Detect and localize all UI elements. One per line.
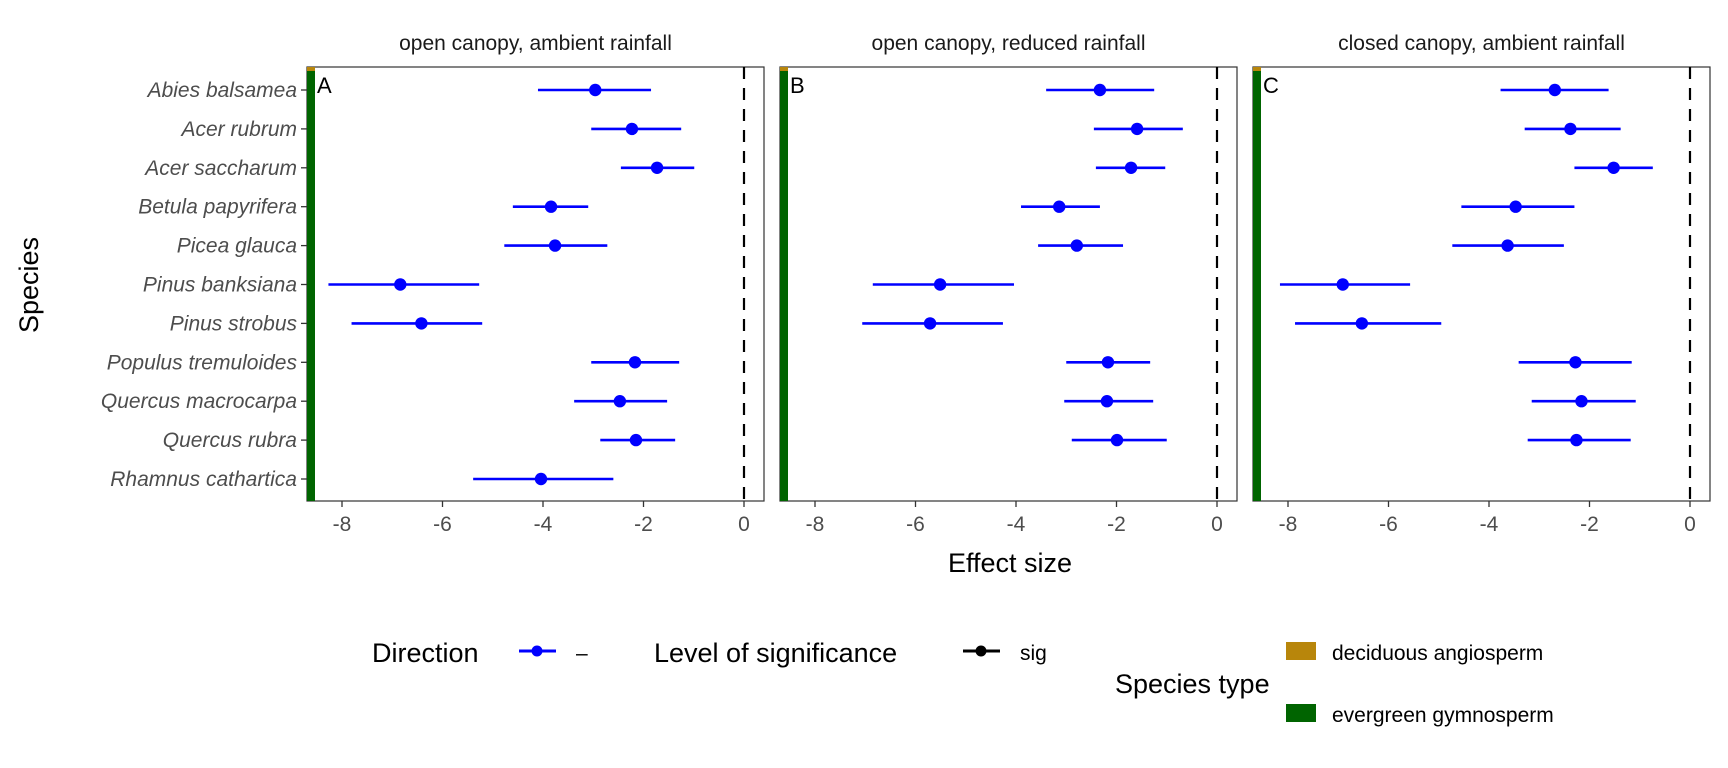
species-type-strip-evergreen bbox=[1253, 67, 1261, 501]
estimate-point bbox=[1053, 200, 1066, 213]
panel-tag-label: A bbox=[317, 73, 332, 98]
estimate-point bbox=[1501, 239, 1514, 252]
legend-swatch-deciduous bbox=[1286, 642, 1316, 660]
y-tick-label: Acer rubrum bbox=[179, 118, 297, 141]
y-axis-title: Species bbox=[14, 237, 44, 333]
legend-significance-label: sig bbox=[1020, 642, 1047, 665]
estimate-point bbox=[1355, 317, 1369, 330]
x-tick-label: -4 bbox=[1480, 513, 1499, 536]
panel-strip-title: open canopy, reduced rainfall bbox=[872, 32, 1146, 55]
x-tick-label: -6 bbox=[1379, 513, 1398, 536]
species-type-strip-deciduous bbox=[1253, 67, 1261, 71]
x-tick-label: -4 bbox=[1007, 513, 1026, 536]
estimate-point bbox=[1336, 278, 1349, 291]
x-tick-label: -6 bbox=[906, 513, 925, 536]
legend-significance-title: Level of significance bbox=[654, 638, 897, 668]
x-tick-label: -8 bbox=[333, 513, 352, 536]
y-tick-label: Abies balsamea bbox=[146, 79, 297, 102]
y-tick-label: Pinus strobus bbox=[170, 312, 298, 335]
estimate-point bbox=[415, 317, 428, 330]
panel-strip-title: closed canopy, ambient rainfall bbox=[1338, 32, 1625, 55]
species-type-strip-evergreen bbox=[307, 67, 315, 501]
panel-tag-label: B bbox=[790, 73, 805, 98]
estimate-point bbox=[625, 122, 639, 136]
y-tick-label: Populus tremuloides bbox=[107, 351, 298, 374]
x-tick-label: -4 bbox=[534, 513, 553, 536]
estimate-point bbox=[1548, 83, 1562, 97]
estimate-point bbox=[613, 395, 627, 408]
species-type-strip-deciduous bbox=[307, 67, 315, 71]
legend-swatch-evergreen bbox=[1286, 704, 1316, 722]
legend-species-type-title: Species type bbox=[1115, 669, 1270, 699]
estimate-point bbox=[1575, 395, 1588, 408]
estimate-point bbox=[394, 278, 407, 291]
estimate-point bbox=[1101, 356, 1115, 369]
legend-direction: Direction – bbox=[372, 638, 588, 668]
estimate-point bbox=[1569, 356, 1582, 369]
panel-strip-title: open canopy, ambient rainfall bbox=[399, 32, 672, 55]
x-tick-label: 0 bbox=[738, 513, 750, 536]
x-tick-label: -2 bbox=[1580, 513, 1599, 536]
panel-b: open canopy, reduced rainfall B -8 -6 -4 -2 0 bbox=[779, 32, 1238, 536]
x-tick-label: -6 bbox=[433, 513, 452, 536]
estimate-point bbox=[589, 83, 602, 97]
y-tick-label: Quercus macrocarpa bbox=[101, 390, 297, 413]
estimate-point bbox=[1570, 433, 1583, 447]
species-type-strip-evergreen bbox=[780, 67, 788, 501]
legend-label-deciduous: deciduous angiosperm bbox=[1332, 642, 1543, 665]
estimate-point bbox=[923, 317, 937, 330]
estimate-point bbox=[544, 200, 558, 213]
estimate-point bbox=[1070, 239, 1084, 252]
x-tick-label: -2 bbox=[634, 513, 653, 536]
estimate-point bbox=[628, 356, 642, 369]
estimate-point bbox=[534, 472, 548, 486]
y-tick-label: Picea glauca bbox=[177, 235, 297, 258]
estimate-point bbox=[1093, 83, 1107, 97]
x-tick-label: -2 bbox=[1107, 513, 1126, 536]
panel-a: open canopy, ambient rainfall A -8 -6 -4 -2 0 A… bbox=[101, 32, 765, 536]
estimate-point bbox=[650, 161, 664, 174]
y-tick-label: Pinus banksiana bbox=[143, 274, 297, 297]
estimate-point bbox=[933, 278, 947, 291]
estimate-point bbox=[1130, 122, 1144, 136]
x-tick-label: -8 bbox=[1279, 513, 1298, 536]
panel-c: closed canopy, ambient rainfall C -8 -6 -4 -2… bbox=[1252, 32, 1711, 536]
legend-significance-key-point bbox=[975, 645, 987, 657]
estimate-point bbox=[1100, 395, 1114, 408]
legend-direction-label: – bbox=[576, 642, 588, 665]
y-tick-label: Betula papyrifera bbox=[138, 196, 297, 219]
legend-label-evergreen: evergreen gymnosperm bbox=[1332, 704, 1554, 727]
legend-direction-key-point bbox=[531, 645, 543, 657]
x-tick-label: 0 bbox=[1211, 513, 1223, 536]
x-axis-title: Effect size bbox=[948, 548, 1072, 578]
legend-species-type: Species type deciduous angiosperm evergr… bbox=[1115, 642, 1554, 727]
estimate-point bbox=[1564, 122, 1577, 136]
x-tick-label: 0 bbox=[1684, 513, 1696, 536]
legend-significance: Level of significance sig bbox=[654, 638, 1047, 668]
estimate-point bbox=[1607, 161, 1620, 174]
x-tick-label: -8 bbox=[806, 513, 825, 536]
y-tick-label: Quercus rubra bbox=[163, 429, 297, 452]
y-tick-label: Acer saccharum bbox=[143, 157, 297, 180]
estimate-point bbox=[629, 433, 643, 447]
legend-direction-title: Direction bbox=[372, 638, 479, 668]
estimate-point bbox=[1509, 200, 1522, 213]
panel-tag-label: C bbox=[1263, 73, 1279, 98]
estimate-point bbox=[1124, 161, 1138, 174]
estimate-point bbox=[1110, 433, 1124, 447]
species-type-strip-deciduous bbox=[780, 67, 788, 71]
y-tick-label: Rhamnus cathartica bbox=[110, 468, 297, 491]
estimate-point bbox=[548, 239, 562, 252]
